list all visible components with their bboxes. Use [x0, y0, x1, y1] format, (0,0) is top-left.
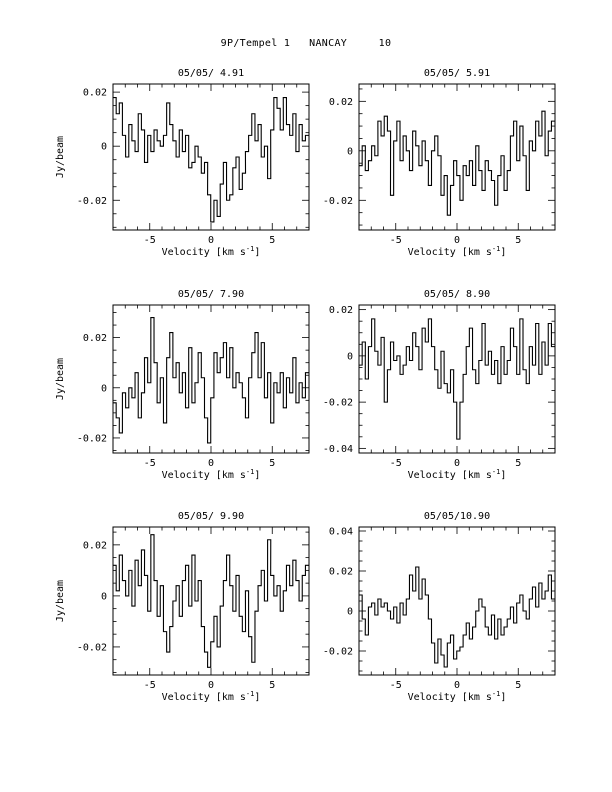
- panel-title: 05/05/ 9.90: [178, 511, 244, 522]
- x-axis-label: Velocity [km s-1]: [408, 690, 507, 703]
- spectrum-panel-3: 05/05/ 7.90 -5 0 5 -0.02 0 0.02 Velocity [km s-…: [55, 289, 310, 481]
- y-tick-label: 0.02: [83, 88, 107, 99]
- x-axis-label: Velocity [km s-1]: [408, 468, 507, 481]
- x-tick-label: 0: [454, 458, 460, 469]
- x-tick-label: -5: [390, 235, 402, 246]
- x-axis-label: Velocity [km s-1]: [162, 245, 261, 258]
- y-axis-label: Jy/beam: [55, 136, 66, 178]
- x-tick-label: 5: [269, 680, 275, 691]
- spectrum-panel-4: 05/05/ 8.90 -5 0 5 -0.04 -0.02 0 0.02 Velocity […: [323, 289, 556, 481]
- page-title: 9P/Tempel 1 NANCAY 10: [220, 38, 392, 49]
- y-tick-label: 0: [101, 383, 107, 394]
- spectrum-panel-2: 05/05/ 5.91 -5 0 5 -0.02 0 0.02 Velocity [km s-…: [323, 68, 556, 258]
- y-axis-label: Jy/beam: [55, 358, 66, 400]
- x-tick-label: 0: [208, 235, 214, 246]
- spectrum-line: [359, 318, 555, 440]
- x-axis-label: Velocity [km s-1]: [408, 245, 507, 258]
- x-tick-label: 0: [454, 680, 460, 691]
- spectrum-line: [359, 566, 555, 668]
- x-axis-label: Velocity [km s-1]: [162, 690, 261, 703]
- y-tick-label: -0.02: [77, 642, 107, 653]
- spectrum-panel-6: 05/05/10.90 -5 0 5 -0.02 0 0.02 0.04 Velocity [k…: [323, 511, 556, 703]
- y-tick-label: -0.02: [323, 647, 353, 658]
- x-axis-label: Velocity [km s-1]: [162, 468, 261, 481]
- panel-title: 05/05/10.90: [424, 511, 490, 522]
- x-tick-label: 0: [454, 235, 460, 246]
- spectrum-panel-1: 05/05/ 4.91 -5 0 5 -0.02 0 0.02 Velocity [km s-…: [55, 68, 310, 258]
- y-tick-label: 0.04: [329, 527, 353, 538]
- y-tick-label: 0.02: [329, 567, 353, 578]
- x-tick-label: 5: [269, 458, 275, 469]
- x-tick-label: -5: [390, 680, 402, 691]
- panel-title: 05/05/ 5.91: [424, 68, 490, 79]
- spectrum-panel-5: 05/05/ 9.90 -5 0 5 -0.02 0 0.02 Velocity [km s-…: [55, 511, 310, 703]
- y-tick-label: 0.02: [83, 333, 107, 344]
- y-tick-label: -0.02: [77, 196, 107, 207]
- y-tick-label: 0: [347, 146, 353, 157]
- y-tick-label: 0.02: [329, 305, 353, 316]
- y-tick-label: 0: [347, 607, 353, 618]
- y-axis-label: Jy/beam: [55, 580, 66, 622]
- x-tick-label: 0: [208, 458, 214, 469]
- y-tick-label: 0.02: [83, 540, 107, 551]
- y-tick-label: -0.04: [323, 444, 353, 455]
- x-tick-label: 5: [515, 680, 521, 691]
- x-tick-label: 0: [208, 680, 214, 691]
- spectrum-line: [113, 534, 309, 668]
- y-tick-label: -0.02: [323, 398, 353, 409]
- panel-title: 05/05/ 8.90: [424, 289, 490, 300]
- y-tick-label: -0.02: [77, 433, 107, 444]
- spectrum-line: [359, 110, 555, 216]
- y-tick-label: 0: [101, 591, 107, 602]
- y-tick-label: 0.02: [329, 97, 353, 108]
- y-tick-label: 0: [347, 351, 353, 362]
- spectrum-line: [113, 96, 309, 223]
- x-tick-label: -5: [144, 235, 156, 246]
- x-tick-label: -5: [144, 458, 156, 469]
- x-tick-label: 5: [515, 458, 521, 469]
- x-tick-label: -5: [390, 458, 402, 469]
- spectrum-line: [113, 316, 309, 444]
- panel-title: 05/05/ 7.90: [178, 289, 244, 300]
- plot-frame: [358, 83, 556, 231]
- y-tick-label: 0: [101, 142, 107, 153]
- x-tick-label: 5: [515, 235, 521, 246]
- x-tick-label: 5: [269, 235, 275, 246]
- panel-title: 05/05/ 4.91: [178, 68, 244, 79]
- y-tick-label: -0.02: [323, 196, 353, 207]
- x-tick-label: -5: [144, 680, 156, 691]
